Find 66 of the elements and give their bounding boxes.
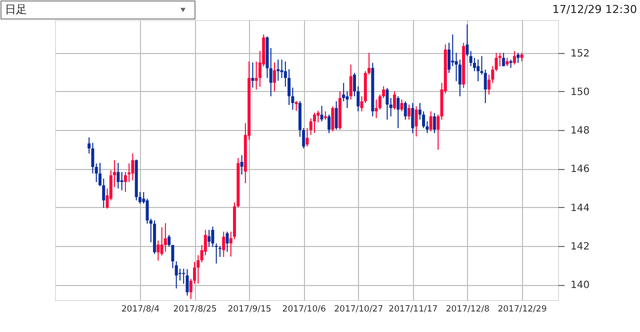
x-tick-label: 2017/12/29 — [498, 304, 547, 314]
candlestick — [269, 48, 272, 97]
text: 17/12/29 12:30 — [552, 3, 637, 16]
candlestick — [251, 62, 254, 88]
y-tick-label: 152 — [570, 48, 590, 60]
x-tick-label: 2017/12/8 — [446, 304, 490, 314]
candlestick — [432, 112, 436, 134]
y-tick-label: 146 — [570, 164, 590, 176]
x-tick-label: 2017/10/6 — [282, 304, 326, 314]
candlestick — [476, 59, 480, 82]
candlestick — [414, 106, 418, 137]
text: 日足 — [5, 3, 27, 16]
y-tick-label: 148 — [570, 126, 590, 137]
candlestick — [131, 152, 134, 181]
candlestick — [484, 69, 487, 104]
candlestick — [328, 114, 331, 134]
candlestick — [211, 226, 214, 248]
candlestick — [469, 50, 472, 67]
candlestick — [349, 64, 352, 100]
candlestick — [313, 112, 316, 134]
candlestick — [94, 162, 98, 183]
candlestick — [400, 99, 404, 112]
candlestick — [516, 52, 520, 64]
candlestick — [116, 162, 120, 190]
x-tick-label: 2017/8/4 — [121, 304, 160, 314]
candlestick — [196, 254, 200, 284]
candlestick — [226, 231, 229, 252]
candlestick — [208, 229, 211, 248]
x-tick-label: 2017/9/15 — [228, 304, 272, 314]
candlestick — [331, 106, 334, 132]
y-tick-label: 142 — [570, 241, 590, 252]
candlestick — [494, 52, 498, 72]
candlestick — [451, 34, 454, 67]
candlestick — [512, 50, 516, 66]
candlestick — [294, 100, 298, 112]
candlestick — [174, 260, 178, 289]
x-tick-label: 2017/8/25 — [173, 304, 217, 314]
candlestick — [273, 62, 276, 92]
candlestick — [320, 105, 324, 122]
candlestick — [276, 59, 280, 82]
candlestick — [240, 154, 244, 175]
x-tick-label: 2017/10/27 — [334, 304, 384, 314]
candlestick — [404, 100, 407, 120]
candlestick — [164, 222, 167, 252]
x-tick-label: 2017/11/17 — [388, 304, 438, 314]
y-tick-label: 144 — [570, 202, 590, 214]
candlestick — [466, 24, 469, 57]
candlestick — [334, 100, 338, 130]
candlestick — [498, 52, 502, 67]
candlestick — [429, 110, 432, 132]
candlestick — [392, 90, 396, 110]
candlestick — [178, 268, 182, 281]
candlestick — [408, 104, 411, 120]
y-tick-label: 150 — [570, 86, 590, 98]
candlestick — [214, 242, 218, 264]
candlestick — [389, 98, 392, 117]
candlestick — [306, 128, 309, 147]
candlestick — [386, 87, 389, 120]
candlestick — [502, 52, 506, 67]
candlestick — [222, 231, 226, 258]
candlestick — [156, 240, 160, 262]
candlestick — [186, 268, 189, 296]
candlestick — [411, 102, 414, 134]
candlestick — [160, 226, 164, 256]
y-tick-label: 140 — [570, 280, 590, 292]
candlestick — [396, 96, 400, 129]
